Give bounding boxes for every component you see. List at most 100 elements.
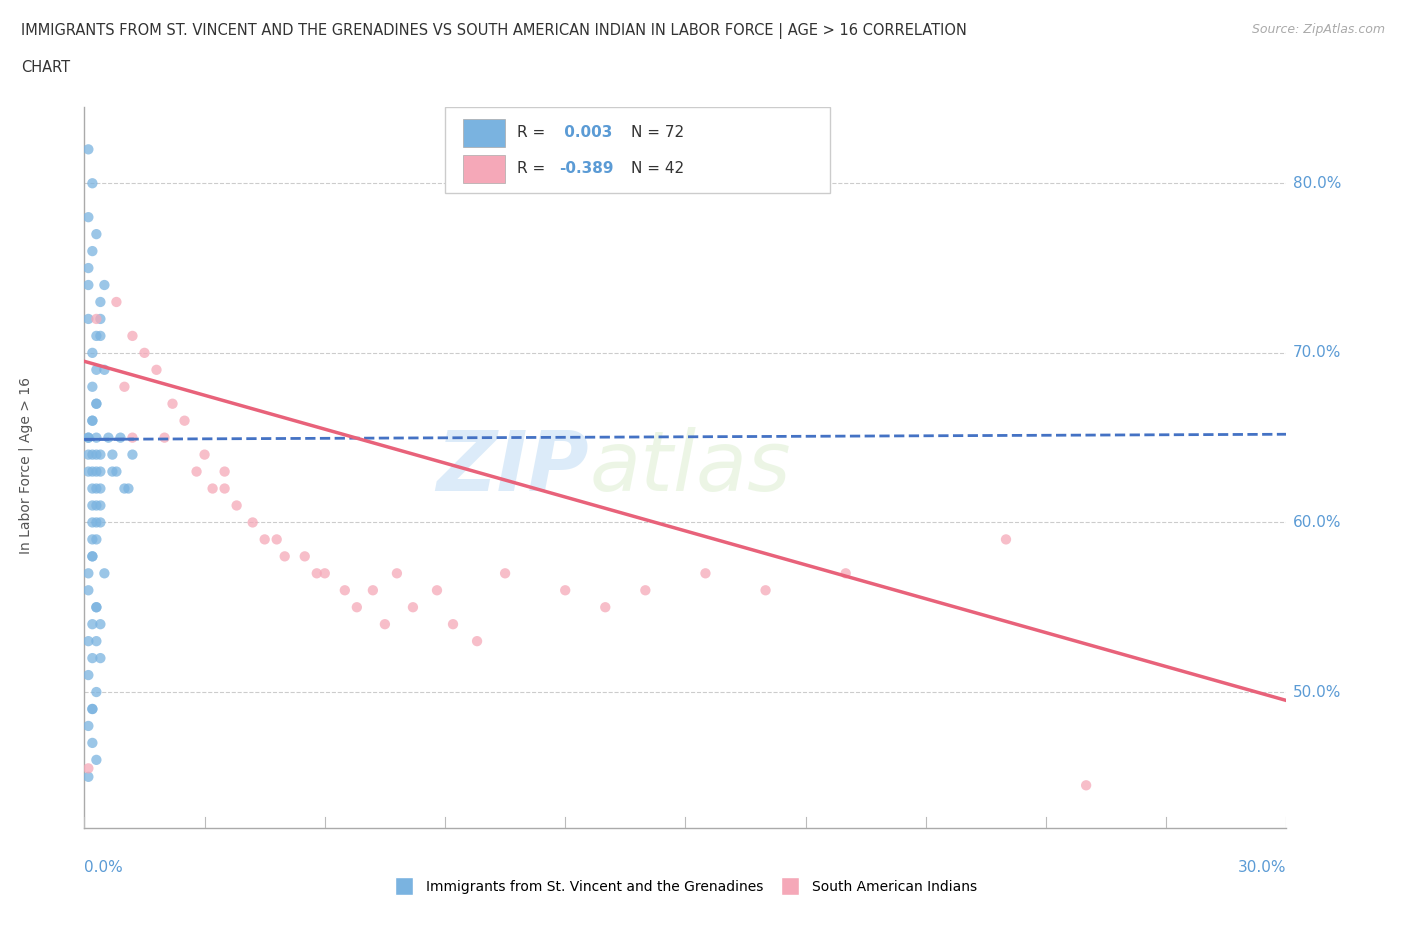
Point — [89, 617, 111, 631]
Point — [554, 583, 576, 598]
Point — [110, 431, 132, 445]
Point — [114, 481, 135, 496]
Point — [86, 684, 108, 699]
Point — [755, 583, 778, 598]
Point — [86, 447, 108, 462]
Point — [82, 515, 104, 530]
Point — [89, 328, 111, 343]
Point — [214, 464, 236, 479]
Point — [77, 565, 100, 580]
Point — [835, 565, 858, 580]
Point — [86, 227, 108, 242]
Point — [101, 464, 124, 479]
Point — [145, 363, 167, 378]
Point — [402, 600, 425, 615]
Point — [82, 549, 104, 564]
Point — [121, 447, 143, 462]
Point — [82, 447, 104, 462]
Point — [634, 583, 657, 598]
Point — [86, 396, 108, 411]
Text: Source: ZipAtlas.com: Source: ZipAtlas.com — [1251, 23, 1385, 36]
Point — [82, 701, 104, 716]
Text: R =: R = — [517, 162, 550, 177]
Text: N = 72: N = 72 — [631, 126, 685, 140]
Point — [82, 651, 104, 666]
Point — [595, 600, 617, 615]
Point — [77, 761, 100, 776]
Point — [173, 413, 195, 428]
Point — [695, 565, 717, 580]
Point — [77, 668, 100, 683]
Point — [305, 565, 328, 580]
Point — [77, 431, 100, 445]
Point — [77, 142, 100, 157]
Point — [77, 260, 100, 275]
Point — [77, 719, 100, 734]
Point — [314, 565, 336, 580]
Text: atlas: atlas — [589, 427, 792, 508]
Point — [153, 431, 176, 445]
Point — [162, 396, 184, 411]
Point — [333, 583, 356, 598]
Point — [86, 363, 108, 378]
Point — [374, 617, 396, 631]
Point — [101, 447, 124, 462]
Text: -0.389: -0.389 — [560, 162, 613, 177]
Point — [214, 481, 236, 496]
Point — [441, 617, 464, 631]
FancyBboxPatch shape — [463, 119, 505, 147]
Point — [93, 277, 115, 292]
Point — [86, 464, 108, 479]
Point — [89, 651, 111, 666]
Point — [201, 481, 224, 496]
Point — [86, 312, 108, 326]
Point — [253, 532, 276, 547]
Point — [77, 447, 100, 462]
Point — [89, 312, 111, 326]
Point — [77, 277, 100, 292]
Point — [121, 328, 143, 343]
Point — [89, 464, 111, 479]
Text: 0.0%: 0.0% — [84, 860, 124, 875]
Point — [82, 701, 104, 716]
Point — [86, 431, 108, 445]
Point — [86, 396, 108, 411]
Point — [465, 633, 488, 648]
Point — [93, 363, 115, 378]
Point — [82, 176, 104, 191]
Point — [93, 565, 115, 580]
Text: IMMIGRANTS FROM ST. VINCENT AND THE GRENADINES VS SOUTH AMERICAN INDIAN IN LABOR: IMMIGRANTS FROM ST. VINCENT AND THE GREN… — [21, 23, 967, 39]
Point — [294, 549, 316, 564]
Point — [86, 498, 108, 513]
Point — [77, 633, 100, 648]
Point — [225, 498, 247, 513]
Point — [82, 617, 104, 631]
Text: 0.003: 0.003 — [560, 126, 613, 140]
Point — [194, 447, 217, 462]
Text: 50.0%: 50.0% — [1292, 684, 1341, 699]
FancyBboxPatch shape — [446, 107, 830, 193]
Point — [266, 532, 288, 547]
Point — [77, 769, 100, 784]
Point — [86, 633, 108, 648]
Point — [97, 431, 120, 445]
Point — [995, 532, 1018, 547]
Point — [82, 532, 104, 547]
Point — [86, 328, 108, 343]
Point — [82, 379, 104, 394]
Point — [86, 752, 108, 767]
Point — [82, 413, 104, 428]
Point — [77, 464, 100, 479]
Point — [82, 345, 104, 360]
Point — [82, 736, 104, 751]
Text: In Labor Force | Age > 16: In Labor Force | Age > 16 — [18, 377, 32, 553]
Point — [89, 481, 111, 496]
Point — [89, 498, 111, 513]
Text: ZIP: ZIP — [437, 427, 589, 508]
Point — [89, 515, 111, 530]
Point — [82, 481, 104, 496]
Point — [114, 379, 135, 394]
Point — [82, 244, 104, 259]
Point — [385, 565, 408, 580]
Point — [89, 295, 111, 310]
